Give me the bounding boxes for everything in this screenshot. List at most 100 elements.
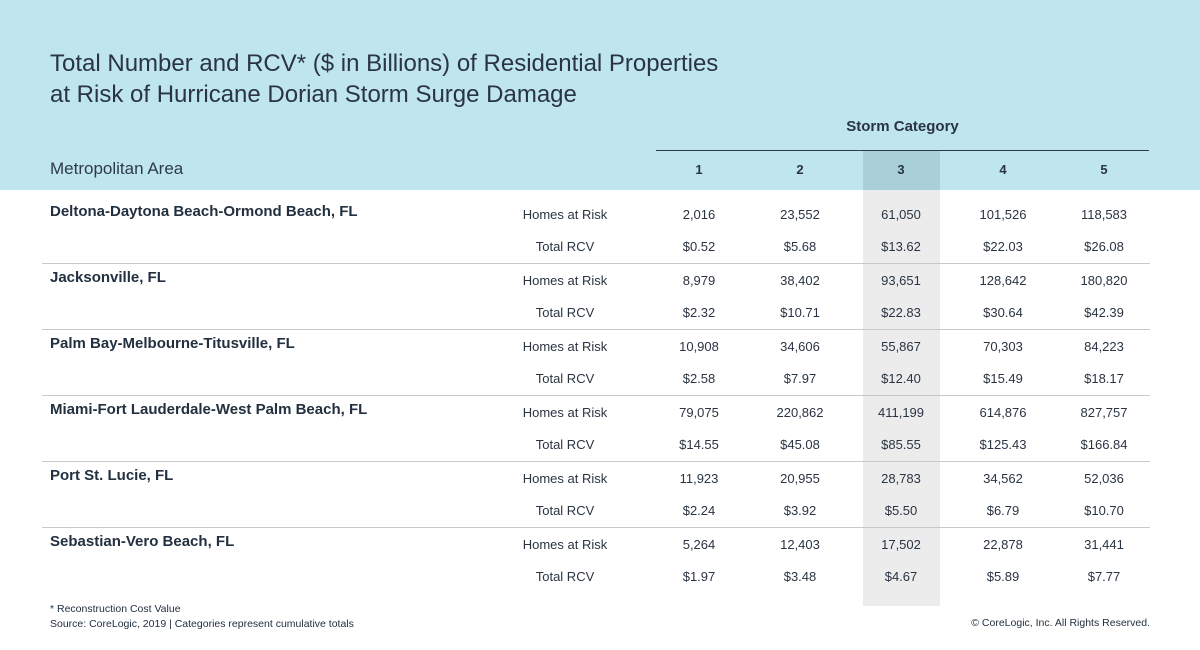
- table-cell: 93,651: [881, 273, 921, 288]
- table-cell: 55,867: [881, 339, 921, 354]
- table-cell: 17,502: [881, 537, 921, 552]
- metric-label: Homes at Risk: [522, 207, 608, 222]
- metric-label: Total RCV: [535, 305, 595, 320]
- row-divider: [42, 329, 1150, 330]
- table-cell: $2.58: [682, 371, 716, 386]
- storm-category-rule: [656, 150, 1149, 151]
- table-cell: 34,606: [780, 339, 820, 354]
- table-cell: 38,402: [780, 273, 820, 288]
- table-cell: $10.70: [1084, 503, 1124, 518]
- area-name: Port St. Lucie, FL: [50, 467, 174, 484]
- table-cell: $7.77: [1087, 569, 1121, 584]
- table-cell: $5.89: [986, 569, 1020, 584]
- table-cell: 31,441: [1084, 537, 1124, 552]
- table-cell: $12.40: [881, 371, 921, 386]
- table-cell: 23,552: [780, 207, 820, 222]
- table-cell: 614,876: [979, 405, 1027, 420]
- category-header-3: 3: [897, 162, 905, 177]
- metropolitan-area-label: Metropolitan Area: [50, 159, 184, 178]
- table-cell: $22.03: [983, 239, 1023, 254]
- table-cell: 84,223: [1084, 339, 1124, 354]
- header-band: [0, 0, 1200, 190]
- title-line-2: at Risk of Hurricane Dorian Storm Surge …: [50, 81, 577, 108]
- table-cell: 70,303: [983, 339, 1023, 354]
- table-cell: $3.92: [783, 503, 817, 518]
- table-cell: $15.49: [983, 371, 1023, 386]
- table-cell: $26.08: [1084, 239, 1124, 254]
- footnote-source: Source: CoreLogic, 2019 | Categories rep…: [50, 618, 354, 630]
- metric-label: Total RCV: [535, 437, 595, 452]
- category-header-1: 1: [695, 162, 703, 177]
- table-cell: $2.32: [682, 305, 716, 320]
- table-cell: 34,562: [983, 471, 1023, 486]
- table-cell: $2.24: [682, 503, 716, 518]
- table-cell: 11,923: [679, 471, 719, 486]
- area-name: Deltona-Daytona Beach-Ormond Beach, FL: [50, 203, 358, 220]
- table-cell: $14.55: [679, 437, 719, 452]
- row-divider: [42, 395, 1150, 396]
- table-cell: 22,878: [983, 537, 1023, 552]
- table-cell: $5.50: [884, 503, 918, 518]
- table-cell: 5,264: [682, 537, 716, 552]
- table-cell: $7.97: [783, 371, 817, 386]
- title-line-1: Total Number and RCV* ($ in Billions) of…: [50, 50, 719, 77]
- table-cell: 101,526: [979, 207, 1027, 222]
- table-cell: 128,642: [979, 273, 1027, 288]
- chart-title: Total Number and RCV* ($ in Billions) of…: [50, 48, 850, 110]
- metric-label: Homes at Risk: [522, 273, 608, 288]
- table-cell: $0.52: [682, 239, 716, 254]
- table-cell: $13.62: [881, 239, 921, 254]
- metric-label: Total RCV: [535, 503, 595, 518]
- table-cell: 12,403: [780, 537, 820, 552]
- table-cell: $22.83: [881, 305, 921, 320]
- table-cell: 180,820: [1080, 273, 1128, 288]
- area-name: Sebastian-Vero Beach, FL: [50, 533, 235, 550]
- metric-label: Homes at Risk: [522, 471, 608, 486]
- table-cell: 79,075: [679, 405, 719, 420]
- table-cell: $3.48: [783, 569, 817, 584]
- table-cell: 220,862: [776, 405, 824, 420]
- metric-label: Homes at Risk: [522, 405, 608, 420]
- table-cell: $6.79: [986, 503, 1020, 518]
- category-3-header-highlight: [863, 151, 940, 190]
- table-cell: 10,908: [679, 339, 719, 354]
- table-cell: $85.55: [881, 437, 921, 452]
- footnote-rcv: * Reconstruction Cost Value: [50, 603, 181, 615]
- row-divider: [42, 263, 1150, 264]
- table-cell: $10.71: [780, 305, 820, 320]
- category-header-5: 5: [1100, 162, 1108, 177]
- copyright-notice: © CoreLogic, Inc. All Rights Reserved.: [971, 617, 1150, 629]
- metric-label: Total RCV: [535, 371, 595, 386]
- row-divider: [42, 461, 1150, 462]
- table-cell: $5.68: [783, 239, 817, 254]
- metric-label: Homes at Risk: [522, 339, 608, 354]
- table-cell: $18.17: [1084, 371, 1124, 386]
- row-divider: [42, 527, 1150, 528]
- table-cell: $1.97: [682, 569, 716, 584]
- table-cell: 61,050: [881, 207, 921, 222]
- storm-category-label: Storm Category: [846, 118, 959, 135]
- area-name: Jacksonville, FL: [50, 269, 166, 286]
- table-cell: $45.08: [780, 437, 820, 452]
- table-cell: 28,783: [881, 471, 921, 486]
- table-cell: 118,583: [1080, 207, 1128, 222]
- table-cell: 20,955: [780, 471, 820, 486]
- table-cell: 411,199: [877, 405, 925, 420]
- category-3-highlight: [863, 151, 940, 606]
- area-name: Palm Bay-Melbourne-Titusville, FL: [50, 335, 295, 352]
- table-cell: $125.43: [979, 437, 1027, 452]
- area-name: Miami-Fort Lauderdale-West Palm Beach, F…: [50, 401, 368, 418]
- metric-label: Total RCV: [535, 569, 595, 584]
- table-cell: 8,979: [682, 273, 716, 288]
- table-cell: $4.67: [884, 569, 918, 584]
- table-cell: $42.39: [1084, 305, 1124, 320]
- table-cell: $30.64: [983, 305, 1023, 320]
- metric-label: Total RCV: [535, 239, 595, 254]
- category-header-4: 4: [999, 162, 1007, 177]
- table-cell: 827,757: [1080, 405, 1128, 420]
- category-header-2: 2: [796, 162, 804, 177]
- table-cell: 52,036: [1084, 471, 1124, 486]
- table-cell: 2,016: [682, 207, 716, 222]
- metric-label: Homes at Risk: [522, 537, 608, 552]
- table-cell: $166.84: [1080, 437, 1128, 452]
